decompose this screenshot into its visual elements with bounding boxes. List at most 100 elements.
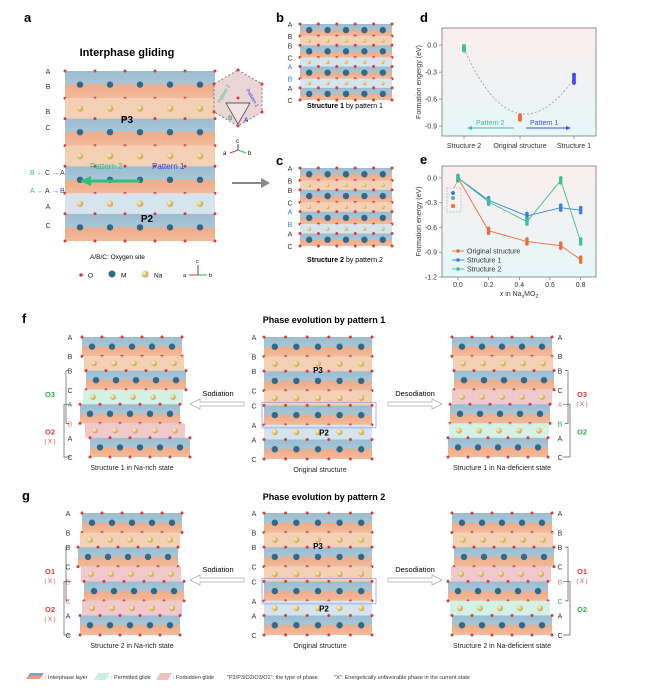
oxygen-atom	[78, 633, 82, 637]
metal-atom	[148, 519, 156, 526]
metal-atom	[146, 410, 154, 417]
oxygen-atom	[183, 164, 187, 168]
oxygen-atom	[118, 613, 122, 617]
oxygen-atom	[526, 579, 530, 583]
metal-atom	[500, 553, 508, 561]
data-point	[558, 203, 563, 208]
sodium-atom	[336, 605, 343, 612]
oxygen-atom	[372, 166, 376, 170]
phase-bracket	[565, 546, 569, 602]
stacking-letter: A	[288, 232, 293, 239]
stacking-letter: A	[68, 402, 73, 409]
sodium-atom	[517, 605, 523, 612]
metal-atom	[536, 410, 544, 417]
sodium-atom	[315, 571, 321, 577]
oxygen-atom	[546, 579, 550, 583]
structure-caption: Structure 2 in Na-rich state	[90, 643, 173, 650]
sodium-atom	[106, 200, 114, 207]
stacking-letter: B	[288, 188, 293, 195]
sodium-atom	[460, 536, 466, 543]
metal-atom	[108, 519, 116, 526]
sodium-atom	[128, 571, 134, 577]
metal-atom	[342, 69, 350, 76]
stacking-letter: A	[558, 436, 563, 443]
sodiation-arrow	[189, 398, 245, 410]
oxygen-atom	[372, 244, 376, 248]
oxygen-atom	[63, 164, 67, 168]
pattern2-label: Pattern 2	[90, 162, 123, 171]
stacking-letter: A	[288, 86, 293, 93]
oxygen-atom	[530, 613, 534, 617]
oxygen-atom	[144, 369, 148, 373]
stacking-letter: C	[557, 599, 562, 606]
stacking-letter: B	[252, 531, 257, 538]
unfavorable-mark: ( X )	[44, 617, 55, 623]
metal-atom	[172, 377, 180, 384]
sodium-atom	[358, 429, 365, 436]
oxygen-atom	[63, 117, 67, 121]
data-point	[578, 208, 583, 212]
oxygen-atom	[262, 579, 266, 583]
panel-a-title: Interphase gliding	[80, 47, 175, 59]
metal-atom	[156, 444, 164, 451]
oxygen-atom	[188, 455, 192, 459]
y-axis-label: Formation energy (eV)	[416, 186, 423, 256]
sodium-atom	[172, 427, 178, 434]
metal-atom	[271, 377, 278, 385]
metal-atom	[166, 410, 174, 417]
sodium-atom	[460, 360, 466, 367]
oxygen-atom	[93, 212, 97, 216]
oxygen-atom	[353, 188, 357, 192]
metal-atom	[76, 129, 84, 136]
sodium-atom	[516, 427, 522, 434]
oxygen-atom	[552, 369, 556, 373]
metal-atom	[498, 519, 506, 526]
stacking-letter: A	[46, 204, 51, 211]
oxygen-atom	[327, 613, 331, 617]
metal-atom	[474, 587, 482, 595]
sodium-atom	[456, 427, 462, 434]
stacking-letter: B	[68, 354, 73, 361]
oxygen-atom	[123, 239, 127, 243]
oxygen-atom	[168, 455, 172, 459]
oxygen-atom	[348, 335, 352, 339]
sodium-atom	[307, 38, 312, 43]
sodium-atom	[497, 605, 503, 612]
svg-text:→: →	[52, 188, 59, 195]
oxygen-atom	[316, 43, 320, 47]
data-point	[525, 239, 529, 244]
sodium-atom	[344, 60, 348, 64]
oxygen-atom	[118, 402, 122, 406]
metal-atom	[342, 236, 350, 243]
glide-arrow	[80, 176, 140, 186]
sodium-atom	[344, 38, 348, 43]
metal-atom	[88, 519, 96, 526]
data-point	[486, 231, 491, 236]
oxygen-atom	[180, 531, 184, 535]
sodium-atom	[344, 205, 348, 209]
data-point	[558, 181, 563, 185]
oxygen-atom	[548, 402, 552, 406]
metal-atom	[454, 587, 462, 595]
sodium-atom	[110, 394, 116, 400]
phase-bracket	[563, 580, 571, 636]
oxygen-atom	[284, 633, 288, 637]
metal-atom	[336, 411, 343, 419]
panel-label-c: c	[276, 153, 283, 168]
metal-atom	[293, 553, 300, 561]
sodium-atom	[307, 205, 312, 209]
oxygen-atom	[284, 457, 288, 461]
oxygen-atom	[452, 369, 456, 373]
svg-text:B: B	[228, 116, 233, 122]
oxygen-atom	[168, 436, 172, 440]
panel-label-f: f	[22, 311, 27, 326]
oxygen-atom	[327, 437, 331, 441]
desodiation-arrow	[387, 574, 443, 586]
metal-atom	[494, 444, 502, 451]
stacking-letter: B	[46, 84, 51, 91]
oxygen-atom	[140, 511, 144, 515]
unfavorable-mark: ( X )	[576, 579, 587, 585]
sodium-atom	[500, 360, 506, 367]
